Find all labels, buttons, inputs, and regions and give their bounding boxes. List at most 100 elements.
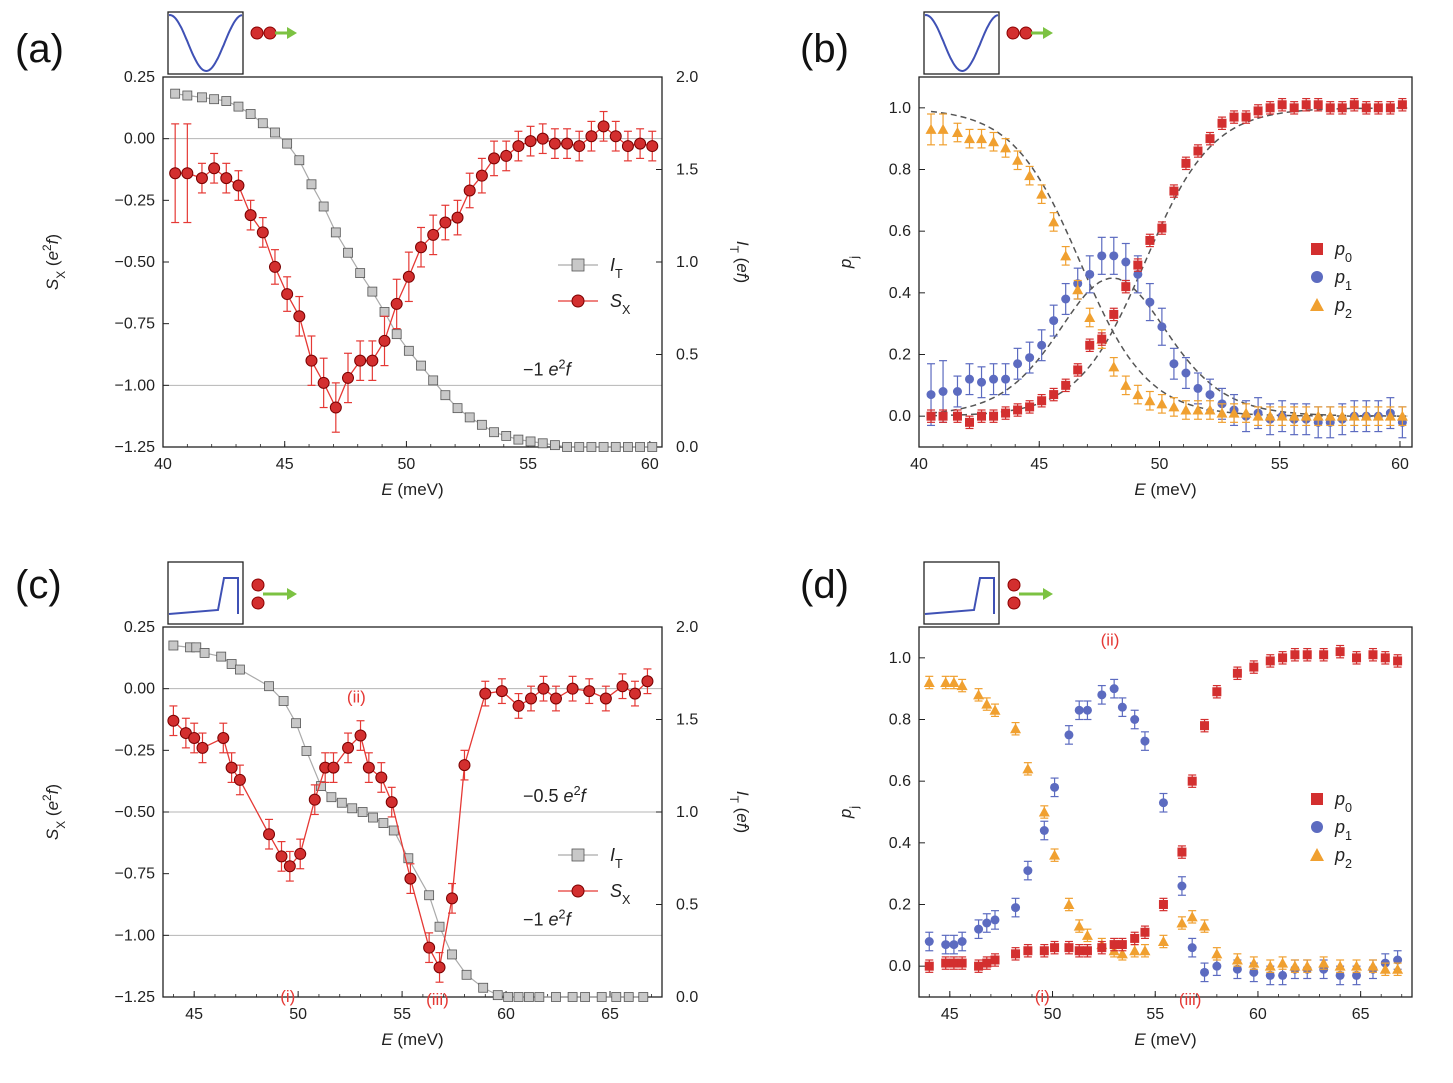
p_2-point <box>1129 945 1141 956</box>
it-point <box>537 438 548 449</box>
p_0-point <box>1181 158 1191 168</box>
p_0-point <box>1049 390 1059 400</box>
it-point <box>574 442 585 452</box>
sx-point <box>609 130 622 143</box>
p_0-point <box>1109 940 1119 950</box>
it-series-line <box>175 93 653 448</box>
y-tick-label: 0.8 <box>889 162 911 179</box>
x-tick-label: 60 <box>1391 456 1409 473</box>
it-point <box>623 992 634 1002</box>
p_0-point <box>1335 647 1345 657</box>
it-point <box>264 681 274 692</box>
y-tick-label: −0.25 <box>115 192 156 209</box>
y-tick-label: 0.2 <box>889 897 911 914</box>
p_2-point <box>1277 957 1289 968</box>
it-point <box>489 427 499 438</box>
sx-point <box>217 732 230 744</box>
sx-point <box>512 699 525 712</box>
it-point <box>355 268 366 279</box>
x-tick-label: 55 <box>1146 1006 1164 1023</box>
p_1-point <box>1140 736 1150 746</box>
electron-icon <box>1006 26 1020 40</box>
p_2-point <box>937 123 949 134</box>
p_2-point <box>1010 723 1022 734</box>
x-axis-title: E (meV) <box>1134 480 1196 499</box>
x-tick-label: 60 <box>497 1006 515 1023</box>
legend-label-p0: p0 <box>1334 239 1352 265</box>
p_0-point <box>1352 653 1362 663</box>
it-point <box>216 651 227 662</box>
sx-point <box>500 149 513 162</box>
p_2-point <box>1084 312 1096 322</box>
it-point <box>403 853 414 864</box>
y-tick-label: −1.25 <box>115 989 156 1006</box>
p_0-point <box>957 958 967 968</box>
sx-point <box>561 137 574 150</box>
waveform-inset <box>167 11 297 75</box>
p_1-point <box>1085 269 1095 279</box>
it-point <box>567 992 578 1002</box>
legend-marker-p1 <box>1311 271 1323 283</box>
y-right-tick-label: 0.0 <box>676 989 698 1006</box>
p_2-point <box>1392 963 1404 974</box>
p_0-point <box>952 411 962 421</box>
p_0-point <box>1064 943 1074 953</box>
it-point <box>379 307 390 317</box>
p_2-point <box>948 677 960 687</box>
p_0-point <box>1074 946 1084 956</box>
p_0-point <box>1097 943 1107 953</box>
p_1-point <box>1109 251 1119 261</box>
p_0-point <box>1169 186 1179 196</box>
annotation-minus-half: −0.5 e2f <box>523 784 588 806</box>
it-point <box>391 329 402 340</box>
p_2-point <box>1301 960 1313 971</box>
it-point <box>301 746 312 756</box>
sx-point <box>375 771 388 784</box>
p_0-point <box>1037 396 1047 406</box>
it-point <box>378 818 389 828</box>
p_1-point <box>1001 374 1011 384</box>
p_1-point <box>1097 690 1107 700</box>
sx-point <box>283 860 296 873</box>
electron-icon <box>1007 578 1021 592</box>
p_1-point <box>1205 390 1215 400</box>
p_2-point <box>1252 410 1264 421</box>
p_2-point <box>976 133 988 144</box>
it-point <box>367 286 378 297</box>
y-tick-label: −1.25 <box>115 439 156 456</box>
p_0-point <box>1011 949 1021 959</box>
x-tick-label: 50 <box>289 1006 307 1023</box>
p_0-point <box>990 955 1000 965</box>
it-point <box>336 797 347 808</box>
p_0-point <box>1121 282 1131 292</box>
p_0-point <box>1385 103 1395 113</box>
p_2-point <box>1139 945 1151 956</box>
p_2-point <box>1276 410 1288 421</box>
it-point <box>434 921 445 932</box>
waveform-inset <box>923 561 1053 625</box>
y-right-axis-title: IT (ef) <box>727 791 752 833</box>
it-point <box>245 109 256 119</box>
p_0-point <box>977 411 987 421</box>
it-point <box>501 430 512 441</box>
it-point <box>330 227 341 238</box>
p_2-point <box>1384 410 1396 421</box>
sx-point <box>566 682 579 695</box>
p_1-point <box>1023 866 1033 876</box>
panel-d: (d) 45 50 55 60 65 E (meV) 0.0 0.2 0.4 0.6 0.8 1.0 pj… <box>800 561 1413 1049</box>
p_0-point <box>1232 668 1242 678</box>
sx-point <box>169 167 182 180</box>
p_0-point <box>1253 106 1263 116</box>
x-tick-label: 55 <box>1271 456 1289 473</box>
it-point <box>326 792 337 803</box>
sx-point <box>621 140 634 153</box>
p_2-point <box>1038 806 1050 817</box>
it-point <box>278 696 289 706</box>
fit-curve <box>931 107 1408 417</box>
sine-wave <box>924 13 999 73</box>
it-point <box>191 642 202 653</box>
p_1-point <box>1082 705 1092 715</box>
p_2-point <box>1228 407 1240 418</box>
y-right-tick-label: 0.0 <box>676 439 698 456</box>
